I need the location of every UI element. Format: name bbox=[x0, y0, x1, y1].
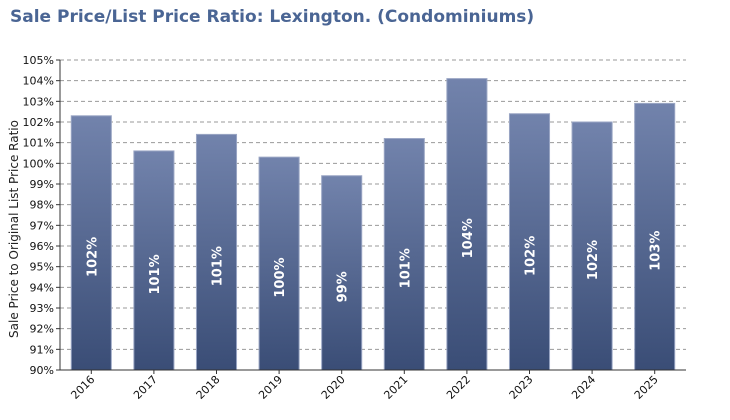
data-label: 99% bbox=[336, 271, 351, 302]
y-tick-label: 91% bbox=[30, 343, 54, 356]
y-tick-label: 103% bbox=[23, 95, 54, 108]
bar-2022 bbox=[446, 78, 488, 371]
data-label: 101% bbox=[398, 248, 413, 288]
x-tick-label: 2016 bbox=[68, 373, 97, 402]
bar-2020 bbox=[321, 175, 363, 371]
x-tick-label: 2023 bbox=[507, 373, 536, 402]
bar-2025 bbox=[634, 102, 676, 371]
x-tick-label: 2017 bbox=[131, 373, 160, 402]
y-tick-label: 96% bbox=[30, 240, 54, 253]
bar-2021 bbox=[383, 138, 425, 371]
data-label: 104% bbox=[461, 218, 476, 258]
y-tick-label: 104% bbox=[23, 75, 54, 88]
y-tick-label: 97% bbox=[30, 219, 54, 232]
data-label: 102% bbox=[85, 237, 100, 277]
y-tick-label: 90% bbox=[30, 364, 54, 377]
y-tick-label: 95% bbox=[30, 261, 54, 274]
x-tick-label: 2018 bbox=[194, 373, 223, 402]
bar-2018 bbox=[195, 133, 238, 371]
data-label: 100% bbox=[273, 257, 288, 297]
x-tick-label: 2021 bbox=[381, 373, 410, 402]
y-tick-label: 102% bbox=[23, 116, 54, 129]
y-tick-label: 99% bbox=[30, 178, 54, 191]
bar-2016 bbox=[70, 115, 112, 371]
bar-2017 bbox=[133, 150, 175, 371]
x-tick-label: 2025 bbox=[632, 373, 661, 402]
data-label: 101% bbox=[148, 254, 163, 294]
bar-2019 bbox=[258, 156, 300, 371]
y-tick-label: 94% bbox=[30, 281, 54, 294]
y-tick-label: 93% bbox=[30, 302, 54, 315]
data-label: 103% bbox=[649, 231, 664, 271]
bars bbox=[70, 78, 676, 371]
chart-title: Sale Price/List Price Ratio: Lexington. … bbox=[10, 7, 535, 27]
x-tick-label: 2024 bbox=[569, 373, 598, 402]
y-tick-label: 101% bbox=[23, 137, 54, 150]
x-tick-label: 2020 bbox=[319, 373, 348, 402]
data-label: 102% bbox=[524, 236, 539, 276]
y-tick-label: 92% bbox=[30, 323, 54, 336]
y-tick-label: 105% bbox=[23, 54, 54, 67]
data-label: 101% bbox=[211, 246, 226, 286]
y-axis-label: Sale Price to Original List Price Ratio bbox=[7, 120, 21, 338]
data-label: 102% bbox=[586, 240, 601, 280]
bar-2023 bbox=[508, 113, 551, 371]
bar-2024 bbox=[571, 121, 613, 371]
x-tick-label: 2022 bbox=[444, 373, 473, 402]
y-tick-label: 98% bbox=[30, 199, 54, 212]
y-tick-label: 100% bbox=[23, 157, 54, 170]
axes bbox=[56, 59, 686, 374]
x-tick-label: 2019 bbox=[256, 373, 285, 402]
